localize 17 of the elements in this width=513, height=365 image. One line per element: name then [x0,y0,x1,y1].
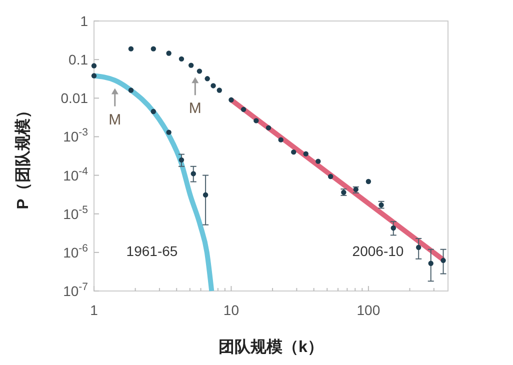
annotation: M [188,100,202,118]
y-tick-label: 10$^{-6}$ [63,242,88,260]
y-tick-label: 10$^{-7}$ [63,281,88,299]
x-axis-title: 团队规模（k） [218,338,324,356]
y-tick-label: 10$^{-5}$ [63,204,88,222]
y-tick-label: 0.1 [68,52,88,68]
y-tick-label: 10$^{-4}$ [63,165,88,184]
x-tick-label: 1 [90,302,98,318]
annotation: M [108,111,122,128]
x-tick-label: 10 [223,302,240,318]
y-axis-title: P（团队规模） [14,102,32,210]
annotation: 2006-10 [352,243,404,259]
annotation: 1961-65 [126,243,178,259]
y-tick-label: 10$^{-3}$ [63,126,88,145]
y-tick-label: 0.01 [60,90,88,106]
y-tick-label: 1 [80,13,88,29]
x-tick-label: 100 [356,302,380,318]
